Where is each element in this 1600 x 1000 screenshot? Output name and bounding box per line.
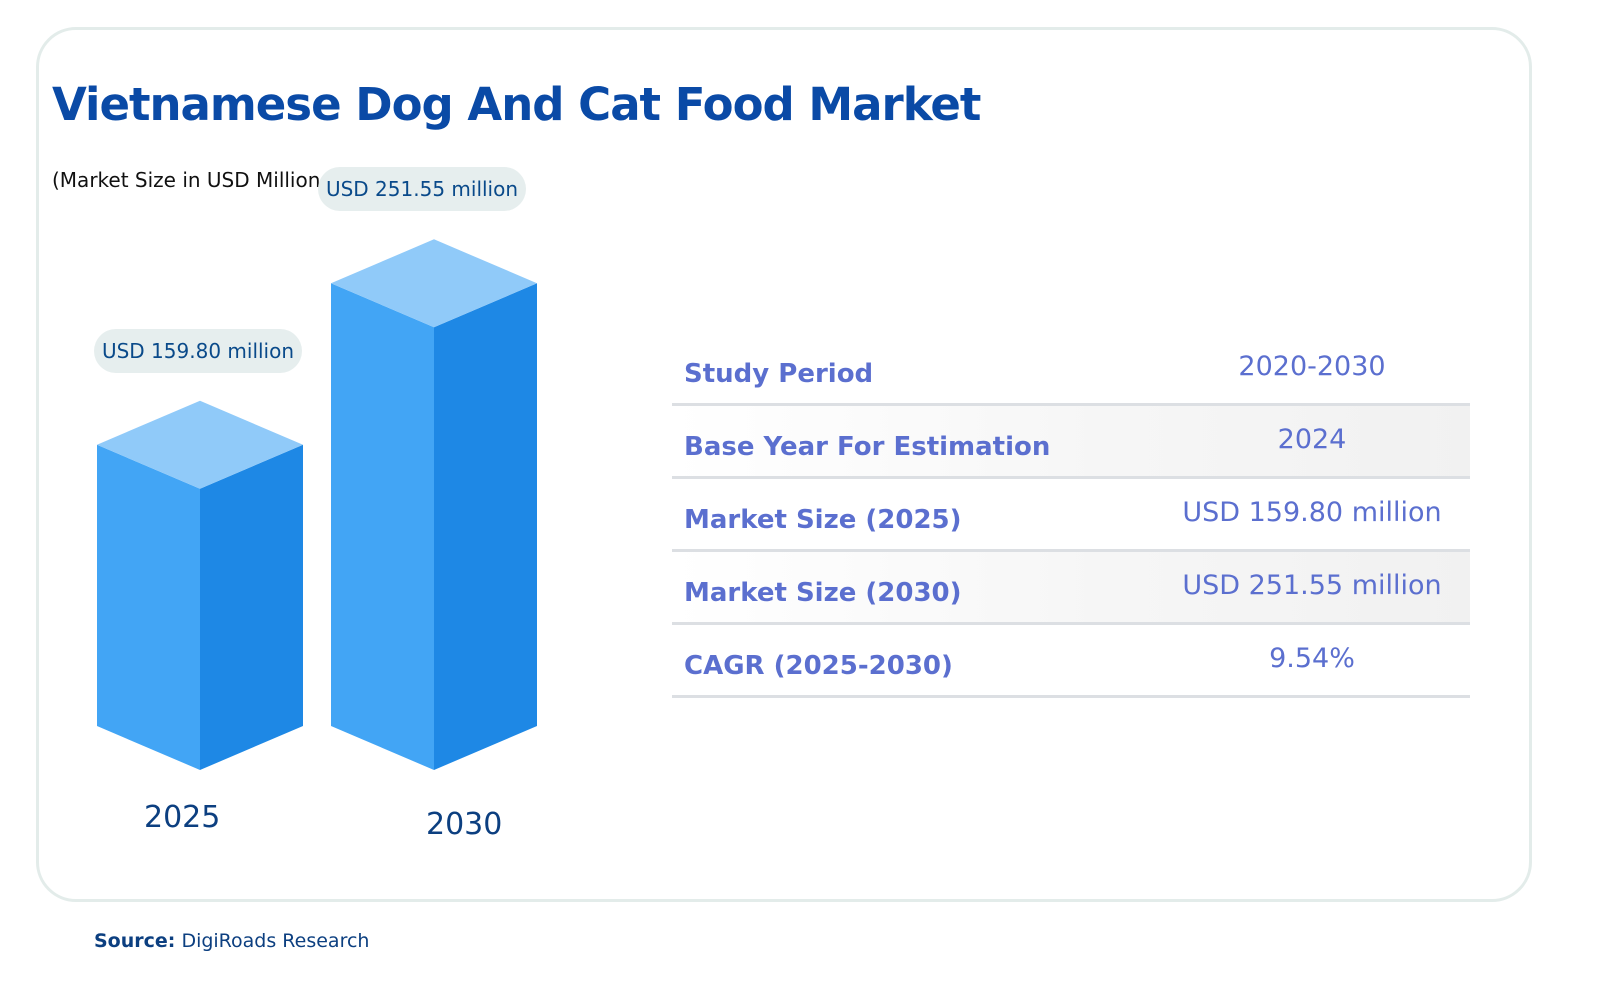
category-label-2030: 2030 (426, 807, 503, 842)
source-note: Source: DigiRoads Research (94, 930, 369, 952)
row-label: Base Year For Estimation (684, 432, 1051, 462)
bar-side-face (200, 444, 303, 770)
table-row-base-year: Base Year For Estimation 2024 (672, 406, 1470, 479)
row-value: 9.54% (1269, 643, 1355, 674)
row-value: 2024 (1277, 424, 1347, 455)
table-row-study-period: Study Period 2020-2030 (672, 333, 1470, 406)
row-label: Market Size (2025) (684, 505, 962, 535)
row-value: USD 159.80 million (1182, 497, 1442, 528)
row-value: USD 251.55 million (1182, 570, 1442, 601)
category-label-2025: 2025 (144, 800, 221, 835)
chart-subtitle: (Market Size in USD Millions) (52, 168, 339, 192)
bar-front-face (97, 444, 200, 770)
table-row-market-size-2025: Market Size (2025) USD 159.80 million (672, 479, 1470, 552)
bar-top-face (97, 400, 303, 489)
source-text: DigiRoads Research (181, 930, 370, 952)
bar-top-face (331, 239, 537, 328)
bar-side-face (434, 283, 537, 770)
source-label: Source: (94, 930, 176, 952)
market-summary-table: Study Period 2020-2030 Base Year For Est… (672, 333, 1470, 698)
table-row-cagr: CAGR (2025-2030) 9.54% (672, 625, 1470, 698)
market-size-chart (97, 239, 537, 770)
row-label: CAGR (2025-2030) (684, 651, 953, 681)
page-title: Vietnamese Dog And Cat Food Market (52, 78, 981, 131)
row-value: 2020-2030 (1238, 351, 1386, 382)
row-label: Market Size (2030) (684, 578, 962, 608)
bar-2025 (97, 400, 303, 770)
data-label-2030: USD 251.55 million (318, 167, 526, 212)
table-row-market-size-2030: Market Size (2030) USD 251.55 million (672, 552, 1470, 625)
row-label: Study Period (684, 359, 874, 389)
bar-front-face (331, 283, 434, 770)
data-label-2025: USD 159.80 million (94, 328, 302, 373)
bar-2030 (331, 239, 537, 770)
